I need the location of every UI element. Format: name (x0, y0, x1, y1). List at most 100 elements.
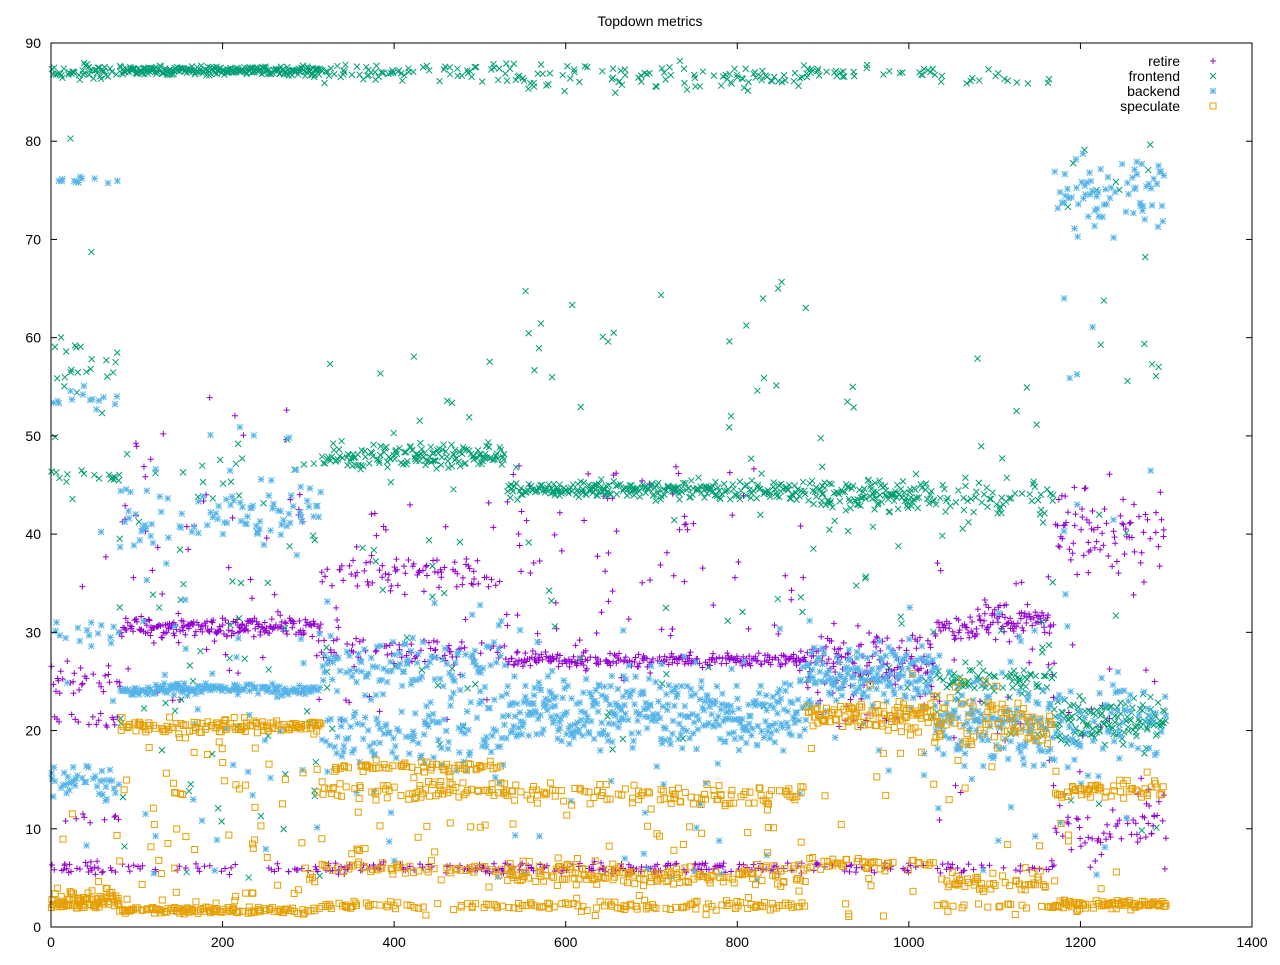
retire-point (518, 568, 525, 575)
retire-point (423, 572, 430, 579)
backend-point (213, 836, 221, 844)
backend-point (75, 179, 83, 186)
retire-point (658, 626, 665, 633)
retire-point (1030, 614, 1037, 621)
retire-point (1100, 542, 1107, 549)
retire-point (734, 655, 741, 662)
backend-point (367, 654, 375, 662)
backend-point (417, 752, 425, 759)
retire-point (635, 663, 642, 670)
backend-point (1134, 744, 1142, 752)
frontend-point (138, 70, 146, 77)
retire-point (1155, 798, 1162, 805)
retire-point (313, 652, 320, 659)
backend-point (685, 713, 692, 721)
retire-point (1121, 551, 1128, 558)
backend-point (188, 528, 196, 536)
retire-point (657, 561, 664, 568)
retire-point (518, 508, 525, 515)
retire-point (470, 568, 477, 575)
retire-point (992, 636, 999, 643)
retire-point (825, 656, 832, 663)
retire-point (538, 651, 545, 658)
retire-point (1107, 834, 1114, 841)
retire-point (376, 567, 383, 574)
backend-point (83, 842, 90, 849)
backend-point (444, 745, 452, 753)
backend-point (62, 634, 70, 642)
retire-point (1050, 782, 1057, 789)
backend-point (85, 763, 92, 771)
retire-point (1151, 678, 1158, 685)
retire-point (490, 524, 497, 531)
retire-point (954, 865, 961, 872)
retire-point (1131, 548, 1138, 555)
backend-point (594, 708, 602, 716)
retire-point (73, 865, 80, 872)
backend-point (223, 519, 231, 527)
retire-point (584, 657, 591, 664)
backend-point (1130, 209, 1137, 217)
retire-point (230, 630, 237, 637)
retire-point (79, 583, 86, 590)
frontend-point (136, 67, 144, 74)
retire-point (1087, 864, 1094, 871)
backend-point (748, 732, 755, 739)
retire-point (681, 513, 688, 520)
retire-point (350, 557, 357, 564)
retire-point (149, 567, 156, 574)
retire-point (182, 864, 189, 871)
retire-point (1010, 628, 1017, 635)
backend-point (256, 517, 264, 525)
retire-point (1006, 638, 1013, 645)
retire-point (56, 690, 63, 697)
backend-point (378, 676, 386, 684)
retire-point (719, 863, 726, 870)
backend-point (74, 624, 82, 632)
backend-point (351, 709, 359, 716)
retire-point (669, 626, 676, 633)
backend-point (1004, 755, 1012, 763)
retire-point (346, 562, 353, 569)
backend-point (781, 680, 789, 687)
retire-point (1053, 829, 1060, 836)
retire-point (465, 562, 472, 569)
retire-point (403, 652, 410, 659)
retire-point (142, 473, 149, 480)
backend-point (503, 690, 511, 698)
backend-point (391, 651, 398, 659)
retire-point (753, 658, 760, 665)
retire-point (311, 620, 318, 627)
backend-point (510, 722, 517, 730)
retire-point (961, 867, 968, 874)
retire-point (949, 628, 956, 635)
retire-point (206, 862, 213, 869)
retire-point (1161, 865, 1168, 872)
retire-point (367, 558, 374, 565)
retire-point (866, 659, 873, 666)
retire-point (175, 610, 182, 617)
backend-point (1109, 681, 1117, 689)
retire-point (981, 610, 988, 617)
retire-point (222, 617, 229, 624)
retire-point (973, 631, 980, 638)
retire-point (1127, 519, 1134, 526)
retire-point (556, 658, 563, 665)
retire-point (1001, 602, 1008, 609)
retire-point (1059, 833, 1066, 840)
frontend-point (69, 495, 76, 503)
retire-point (754, 657, 761, 664)
backend-point (331, 743, 339, 751)
backend-point (624, 716, 632, 724)
backend-point (110, 784, 118, 792)
retire-point (431, 568, 438, 575)
retire-point (636, 660, 643, 667)
backend-point (858, 652, 866, 660)
retire-point (1048, 857, 1055, 864)
retire-point (840, 639, 847, 646)
retire-point (225, 627, 232, 634)
backend-point (222, 496, 230, 503)
retire-point (797, 648, 804, 655)
retire-point (321, 637, 328, 644)
retire-point (772, 654, 779, 661)
